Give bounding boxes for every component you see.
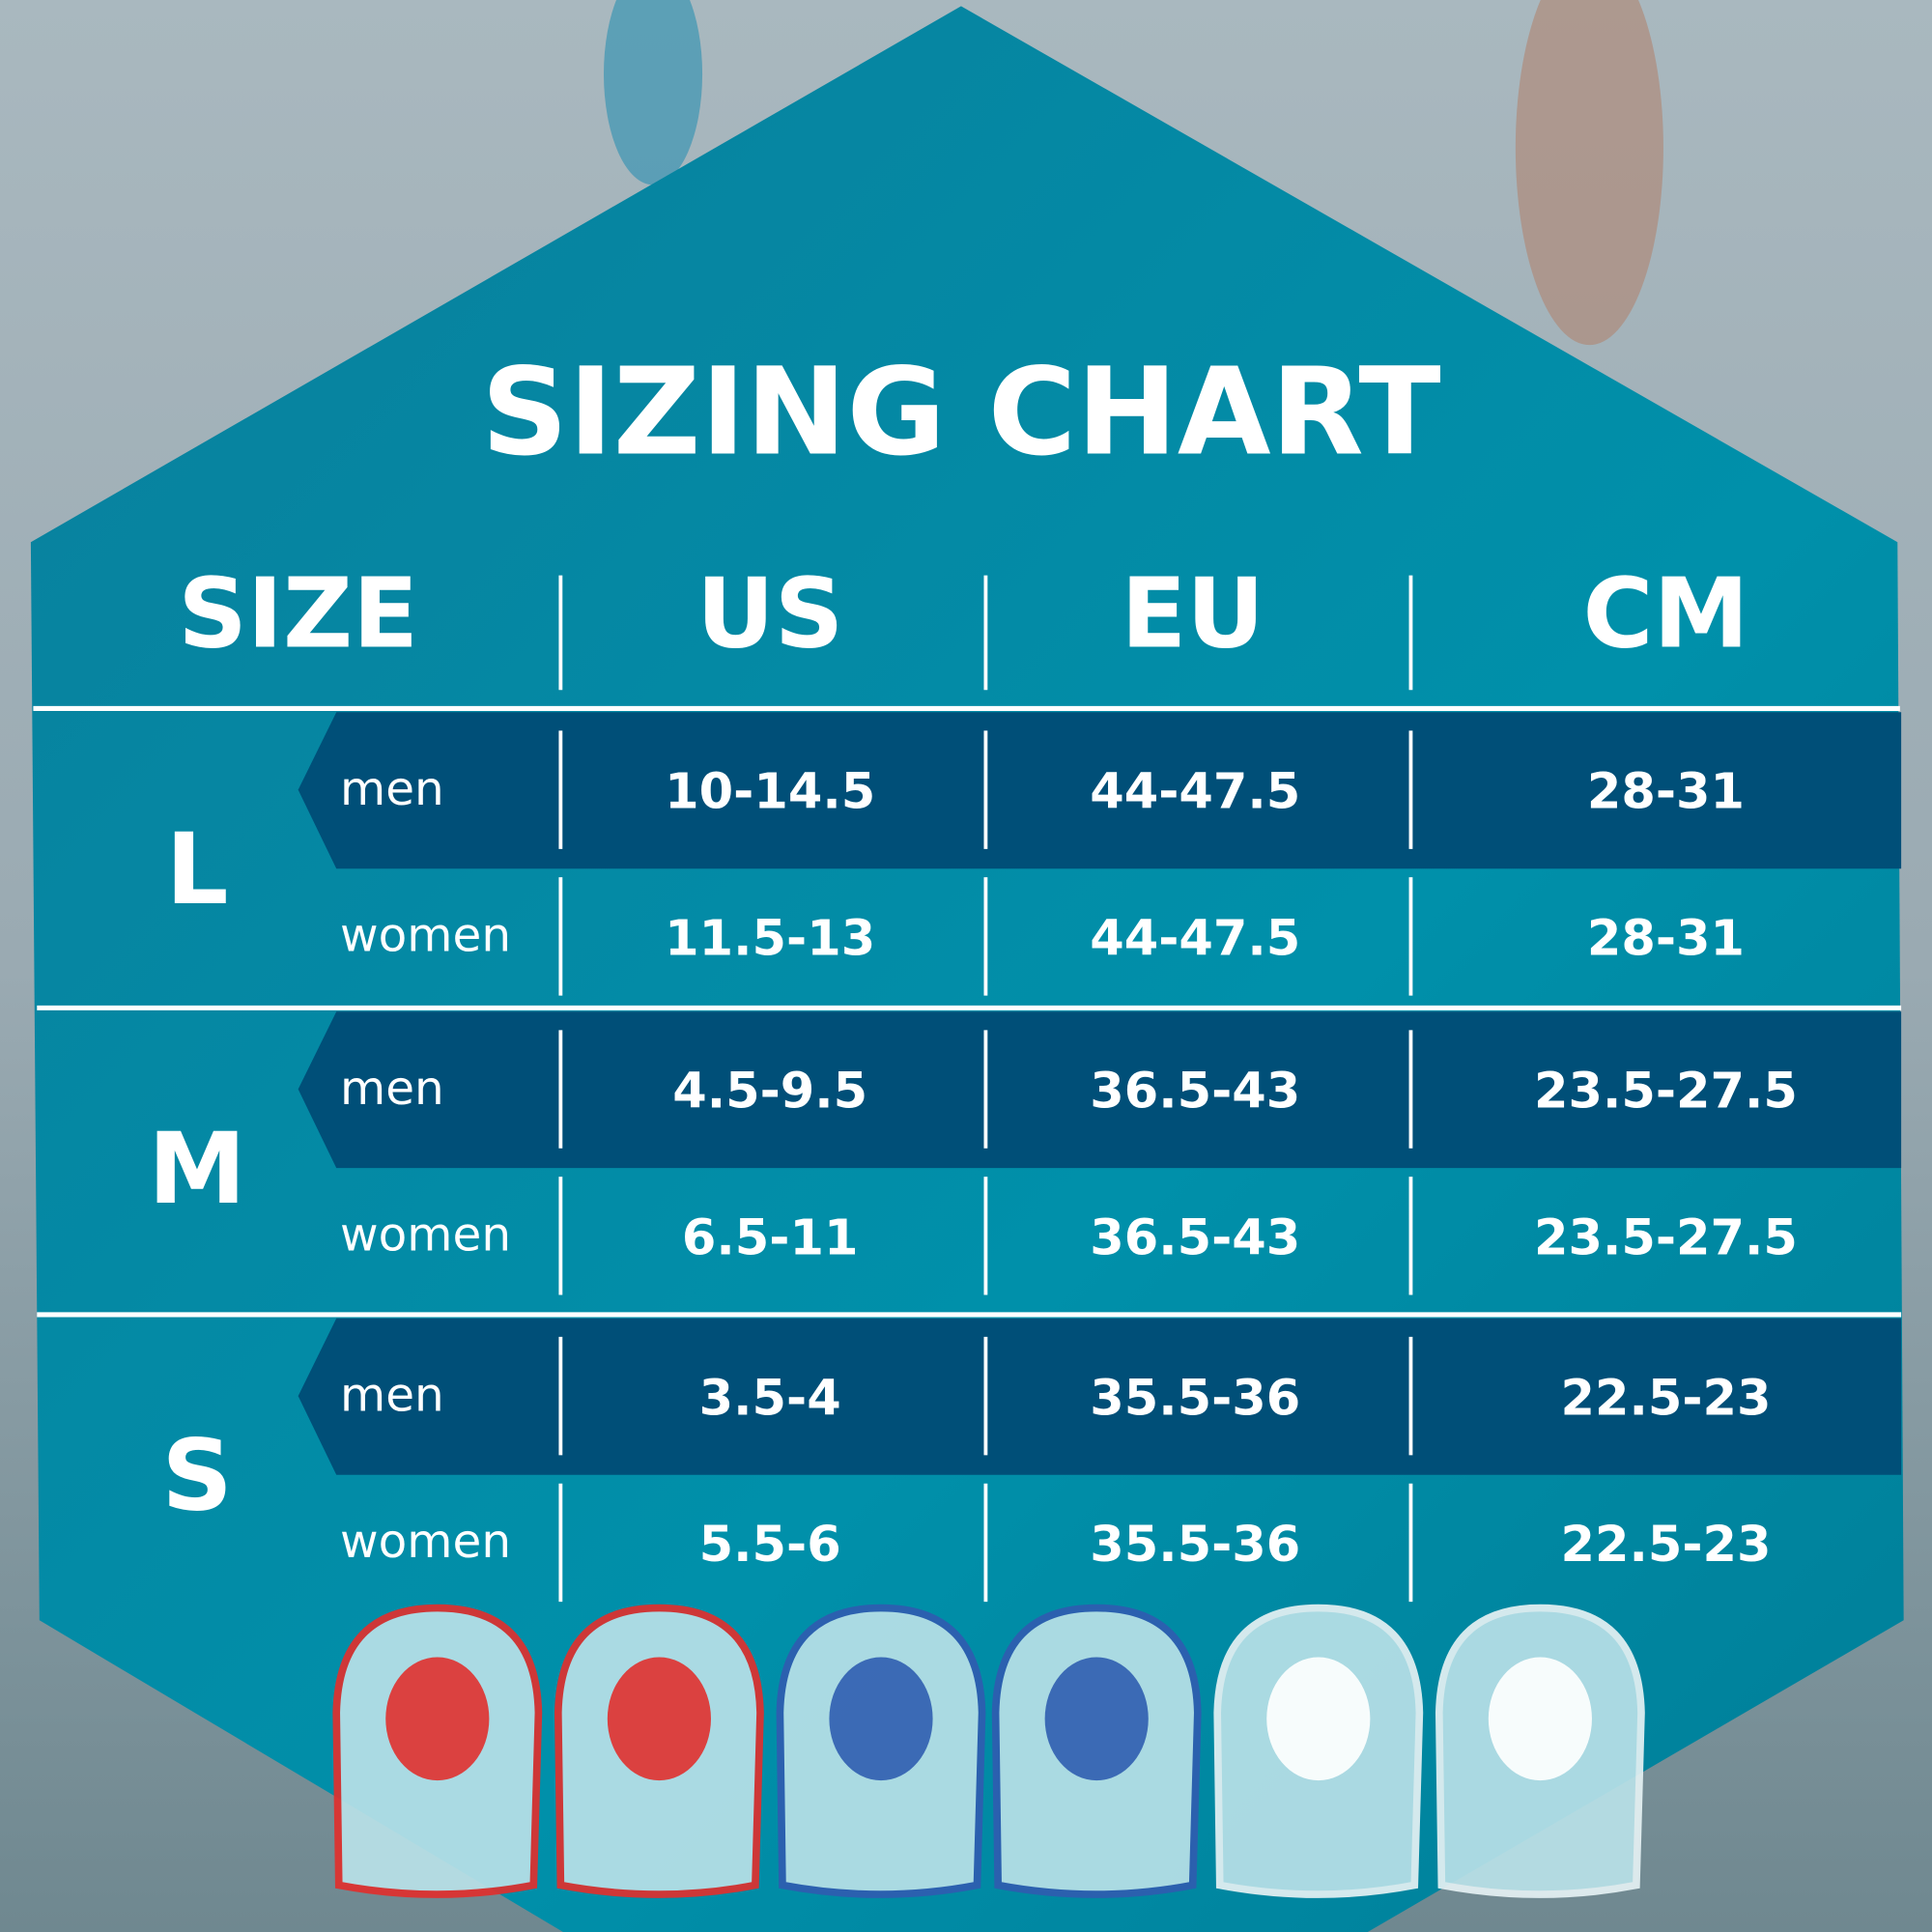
cell-cm: 28-31 <box>1587 911 1745 968</box>
column-header-us: US <box>696 559 843 670</box>
gel-pad <box>1488 1657 1592 1781</box>
cell-eu: 36.5-43 <box>1090 1209 1300 1266</box>
cell-us: 11.5-13 <box>665 911 875 968</box>
chart-title: SIZING CHART <box>481 342 1440 482</box>
gel-pad <box>1266 1657 1371 1781</box>
gel-pad <box>829 1657 933 1781</box>
men-row-band <box>298 1318 1902 1475</box>
gender-label: women <box>340 1208 511 1263</box>
size-label-S: S <box>161 1419 233 1534</box>
heel-cup-insole <box>332 1604 543 1898</box>
cell-us: 3.5-4 <box>699 1370 841 1427</box>
cell-cm: 23.5-27.5 <box>1534 1064 1798 1121</box>
column-header-cm: CM <box>1582 559 1748 670</box>
gender-label: women <box>340 1515 511 1569</box>
men-row-band <box>298 712 1902 869</box>
cell-eu: 35.5-36 <box>1090 1517 1300 1574</box>
heel-cup-insole <box>1435 1604 1645 1898</box>
column-header-size: SIZE <box>178 559 418 670</box>
heel-cup-insole <box>554 1604 764 1898</box>
cell-us: 10-14.5 <box>665 764 875 821</box>
blurred-leg <box>1515 0 1663 346</box>
cell-cm: 23.5-27.5 <box>1534 1209 1798 1266</box>
cell-eu: 35.5-36 <box>1090 1370 1300 1427</box>
cell-us: 5.5-6 <box>699 1517 841 1574</box>
cell-eu: 44-47.5 <box>1090 911 1300 968</box>
heel-cup-insole <box>776 1604 986 1898</box>
cell-cm: 28-31 <box>1587 764 1745 821</box>
gel-pad <box>1044 1657 1149 1781</box>
gender-label: men <box>340 1368 444 1422</box>
size-label-M: M <box>148 1112 246 1227</box>
men-row-band <box>298 1011 1902 1169</box>
gender-label: men <box>340 1062 444 1116</box>
column-header-eu: EU <box>1121 559 1264 670</box>
heel-cup-insole <box>991 1604 1202 1898</box>
gender-label: women <box>340 909 511 963</box>
cell-eu: 44-47.5 <box>1090 764 1300 821</box>
cell-cm: 22.5-23 <box>1560 1370 1771 1427</box>
cell-us: 4.5-9.5 <box>672 1064 867 1121</box>
gel-pad <box>385 1657 490 1781</box>
gel-pad <box>607 1657 711 1781</box>
cell-cm: 22.5-23 <box>1560 1517 1771 1574</box>
heel-cup-insole <box>1213 1604 1424 1898</box>
gender-label: men <box>340 762 444 816</box>
cell-us: 6.5-11 <box>682 1209 859 1266</box>
cell-eu: 36.5-43 <box>1090 1064 1300 1121</box>
size-label-L: L <box>166 812 229 927</box>
blurred-shoe <box>604 0 703 185</box>
